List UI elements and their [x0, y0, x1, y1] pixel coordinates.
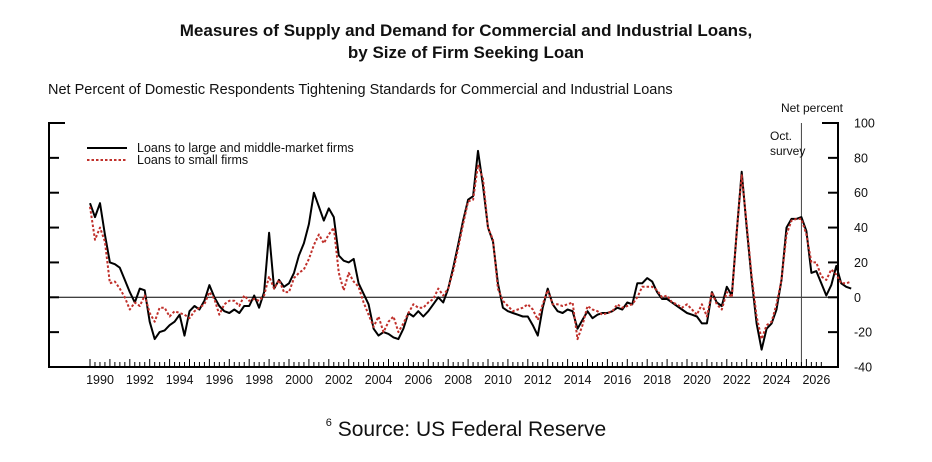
x-tick-label: 2006	[404, 373, 432, 387]
chart-title-line2: by Size of Firm Seeking Loan	[347, 43, 585, 62]
x-tick-label: 1998	[245, 373, 273, 387]
x-tick-label: 1996	[205, 373, 233, 387]
y-axis-label: Net percent	[781, 101, 844, 115]
chart-title-line1: Measures of Supply and Demand for Commer…	[179, 21, 753, 40]
x-tick-label: 1994	[166, 373, 194, 387]
x-tick-label: 2000	[285, 373, 313, 387]
x-tick-label: 2004	[365, 373, 393, 387]
y-tick-label: -20	[854, 326, 872, 340]
x-tick-label: 2026	[802, 373, 830, 387]
annotation-survey: survey	[770, 144, 805, 158]
legend-label-large-firms: Loans to large and middle-market firms	[137, 141, 354, 155]
series-line-large-firms	[89, 149, 852, 351]
x-tick-label: 2016	[603, 373, 631, 387]
x-tick-label: 2018	[643, 373, 671, 387]
y-tick-label: 20	[854, 256, 868, 270]
y-tick-label: 100	[854, 117, 875, 131]
source-text: Source: US Federal Reserve	[337, 418, 607, 441]
x-tick-label: 2014	[564, 373, 592, 387]
x-tick-label: 2002	[325, 373, 353, 387]
source-footnote: 6 Source: US Federal Reserve	[0, 417, 932, 442]
x-tick-label: 2024	[763, 373, 791, 387]
x-tick-label: 1992	[126, 373, 154, 387]
x-tick-label: 2012	[524, 373, 552, 387]
y-tick-label: 40	[854, 221, 868, 235]
x-tick-label: 2020	[683, 373, 711, 387]
x-axis: 1990 1992 1994 1996 1998 2000 2002 2004 2006 2008…	[86, 359, 830, 387]
y-tick-label: 80	[854, 151, 868, 165]
footnote-number: 6	[325, 417, 332, 429]
legend: Loans to large and middle-market firms L…	[87, 141, 354, 167]
legend-label-small-firms: Loans to small firms	[137, 153, 248, 167]
series-group	[89, 149, 852, 351]
x-tick-label: 1990	[86, 373, 114, 387]
chart-subtitle: Net Percent of Domestic Respondents Tigh…	[48, 82, 673, 98]
y-tick-label: -40	[854, 361, 872, 375]
series-line-small-firms	[89, 163, 852, 341]
annotation-oct: Oct.	[770, 129, 792, 143]
x-tick-label: 2008	[444, 373, 472, 387]
x-tick-label: 2010	[484, 373, 512, 387]
y-axis: -40 -20 0 20 40 60 80 100	[828, 117, 875, 375]
x-tick-label: 2022	[723, 373, 751, 387]
y-tick-label: 60	[854, 186, 868, 200]
y-tick-label: 0	[854, 291, 861, 305]
